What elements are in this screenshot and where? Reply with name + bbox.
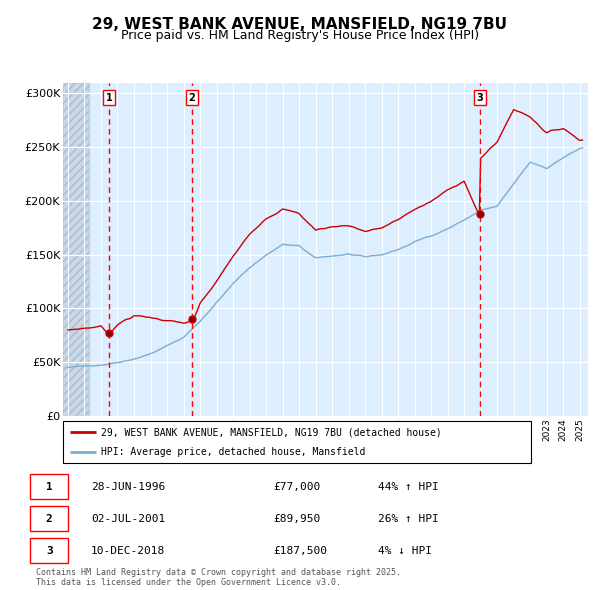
Text: 3: 3 — [476, 93, 483, 103]
FancyBboxPatch shape — [31, 474, 68, 499]
Text: 26% ↑ HPI: 26% ↑ HPI — [378, 514, 439, 523]
Text: 1: 1 — [106, 93, 112, 103]
Bar — [63, 83, 89, 416]
Text: 44% ↑ HPI: 44% ↑ HPI — [378, 481, 439, 491]
FancyBboxPatch shape — [63, 421, 531, 463]
Text: HPI: Average price, detached house, Mansfield: HPI: Average price, detached house, Mans… — [101, 447, 366, 457]
Text: 2: 2 — [188, 93, 195, 103]
Bar — [63, 83, 89, 416]
Text: £89,950: £89,950 — [274, 514, 320, 523]
Text: 29, WEST BANK AVENUE, MANSFIELD, NG19 7BU (detached house): 29, WEST BANK AVENUE, MANSFIELD, NG19 7B… — [101, 427, 442, 437]
Text: 02-JUL-2001: 02-JUL-2001 — [91, 514, 166, 523]
Text: Price paid vs. HM Land Registry's House Price Index (HPI): Price paid vs. HM Land Registry's House … — [121, 29, 479, 42]
FancyBboxPatch shape — [31, 506, 68, 531]
Text: 10-DEC-2018: 10-DEC-2018 — [91, 546, 166, 556]
Text: 2: 2 — [46, 514, 53, 523]
Text: 28-JUN-1996: 28-JUN-1996 — [91, 481, 166, 491]
Text: 4% ↓ HPI: 4% ↓ HPI — [378, 546, 432, 556]
Text: £187,500: £187,500 — [274, 546, 328, 556]
Text: Contains HM Land Registry data © Crown copyright and database right 2025.
This d: Contains HM Land Registry data © Crown c… — [36, 568, 401, 587]
FancyBboxPatch shape — [31, 538, 68, 563]
Text: 1: 1 — [46, 481, 53, 491]
Text: £77,000: £77,000 — [274, 481, 320, 491]
Text: 3: 3 — [46, 546, 53, 556]
Text: 29, WEST BANK AVENUE, MANSFIELD, NG19 7BU: 29, WEST BANK AVENUE, MANSFIELD, NG19 7B… — [92, 17, 508, 31]
